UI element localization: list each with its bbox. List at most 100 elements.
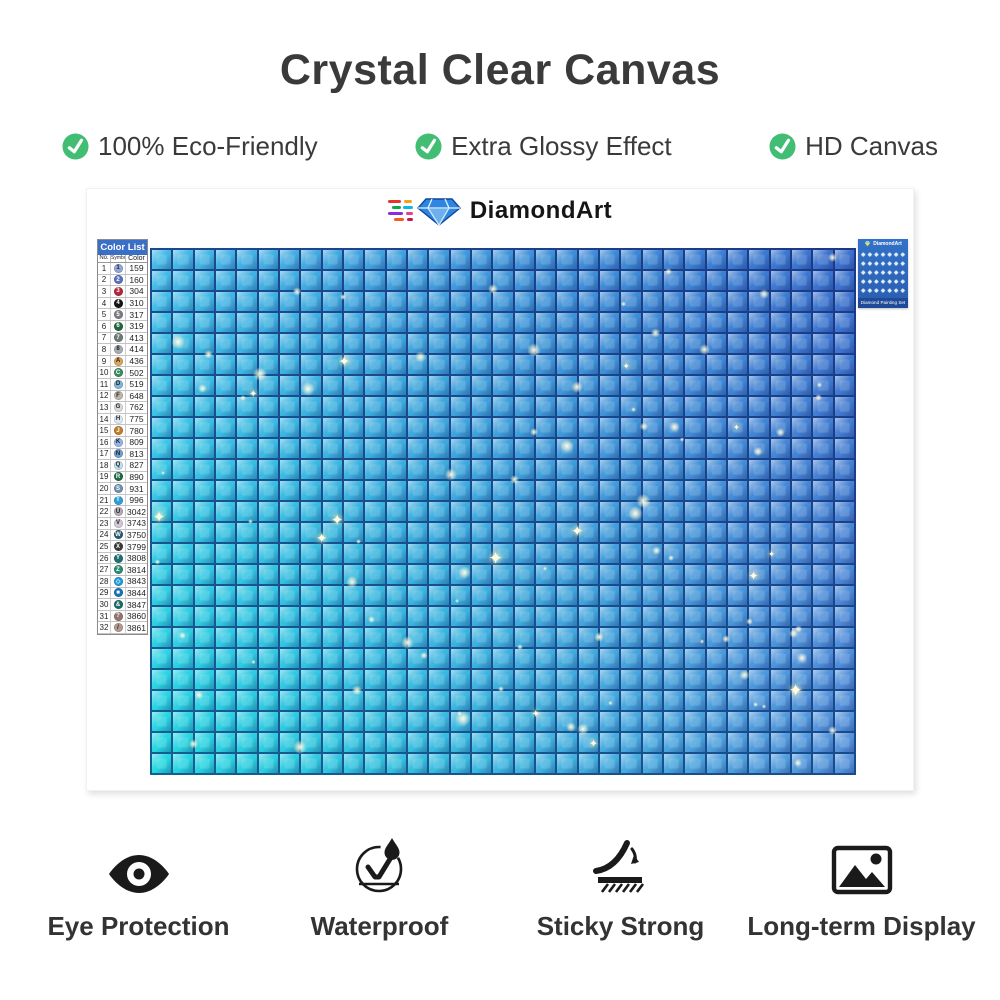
benefit-long-term-display: Long-term Display [741,837,982,942]
row-symbol-swatch: R [111,471,126,483]
diamond-tile [450,481,471,500]
diamond-tile [280,376,300,395]
diamond-tile [514,418,535,437]
diamond-tile [216,733,236,752]
diamond-tile [173,712,193,731]
diamond-tile [237,712,257,731]
diamond-tile [493,460,513,479]
row-color-code: 3847 [127,599,146,610]
diamond-tile [749,565,769,584]
mini-diamond: ◆ [880,288,886,294]
diamond-tile [792,292,812,311]
row-symbol-swatch: ■ [111,587,126,599]
diamond-tile [472,439,492,458]
diamond-tile [194,754,215,773]
diamond-tile [770,607,791,626]
diamond-tile [322,481,343,500]
diamond-tile [365,460,385,479]
column-color: Color [128,255,145,262]
diamond-tile [813,586,833,605]
diamond-tile [173,481,193,500]
diamond-tile [706,397,727,416]
diamond-tile [322,439,343,458]
diamond-tile [600,523,620,542]
row-color-code: 519 [129,379,144,390]
row-color-code: 3799 [127,541,146,552]
diamond-tile [706,271,727,290]
diamond-tile [450,649,471,668]
diamond-tile [429,313,449,332]
diamond-tile [749,607,769,626]
color-list-header: No. Symbol Color [98,255,147,263]
row-symbol-swatch: H [111,413,126,425]
diamond-tile [365,544,385,563]
diamond-tile [813,313,833,332]
diamond-tile [429,250,449,269]
diamond-tile [600,628,620,647]
symbol-dot: 1 [113,263,123,273]
diamond-tile [344,754,364,773]
diamond-tile [642,418,663,437]
diamond-tile [600,334,620,353]
diamond-tile [258,334,279,353]
color-list-row: 17 N 813 [98,448,147,461]
diamond-tile [258,754,279,773]
diamond-canvas: ✦ ✦ ✦ ✦ ✦ ✦ ✦ ✦ ✦ ✦ ✦ ✦ ✦ ✦ [150,248,856,775]
row-symbol-swatch: G [111,402,126,413]
diamond-tile [216,544,236,563]
diamond-tile [578,586,599,605]
diamond-tile [258,733,279,752]
row-color-code: 890 [129,471,144,482]
diamond-tile [301,397,321,416]
diamond-tile [258,271,279,290]
row-color-code: 648 [129,390,144,401]
diamond-tile [834,607,855,626]
diamond-tile [770,586,791,605]
diamond-tile [642,733,663,752]
diamond-tile [493,313,513,332]
diamond-tile [578,397,599,416]
diamond-tile [728,376,748,395]
diamond-tile [472,418,492,437]
row-symbol-swatch: Q [111,460,126,471]
row-color-code: 827 [129,460,144,471]
color-list-row: 10 C 502 [98,367,147,379]
diamond-tile [493,670,513,689]
diamond-tile [450,628,471,647]
color-list-row: 30 & 3847 [98,599,147,611]
row-symbol-swatch: D [111,378,126,390]
diamond-tile [408,544,428,563]
diamond-tile [450,376,471,395]
symbol-dot: 5 [113,310,123,320]
mini-diamond: ◆ [887,261,892,267]
diamond-tile [706,586,727,605]
diamond-tile [706,733,727,752]
symbol-dot: Y [113,553,123,563]
diamond-tile [237,355,257,374]
diamond-tile [450,313,471,332]
symbol-dot: 3 [113,286,123,296]
diamond-tile [472,397,492,416]
diamond-tile [664,691,684,710]
benefit-waterproof: Waterproof [259,837,500,942]
diamond-tile [770,271,791,290]
diamond-tile [813,754,833,773]
diamond-tile [280,271,300,290]
color-list-row: 14 H 775 [98,413,147,426]
diamond-tile [280,586,300,605]
diamond-tile [258,544,279,563]
diamond-tile [834,502,855,521]
diamond-tile [344,397,364,416]
diamond-tile [408,523,428,542]
diamond-tile [365,439,385,458]
row-symbol-swatch: F [111,390,126,402]
diamond-tile [216,250,236,269]
diamond-tile [408,397,428,416]
diamond-tile [706,628,727,647]
symbol-dot: ? [113,611,123,621]
diamond-tile [664,418,684,437]
diamond-tile [344,670,364,689]
diamond-tile [642,628,663,647]
diamond-tile [770,250,791,269]
row-number: 5 [98,309,111,320]
